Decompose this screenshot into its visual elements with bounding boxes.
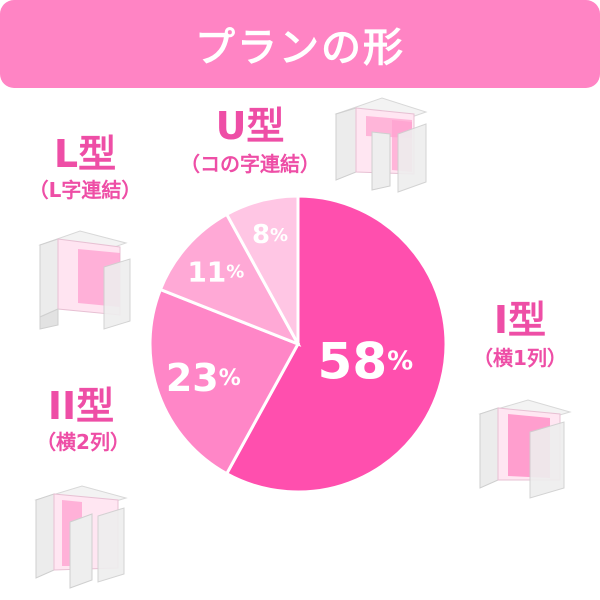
pie-slices <box>148 194 448 494</box>
pie-label-unit-1: % <box>387 346 413 376</box>
pie-label-4: 8% <box>252 220 288 250</box>
header-banner: プランの形 <box>0 0 600 88</box>
u-plan-subtitle: （コの字連結） <box>180 152 320 176</box>
pie-label-value-2: 23 <box>166 356 219 400</box>
pie-labels: 58%23%11%8% <box>166 220 413 400</box>
ii-plan-name: II型 <box>47 384 115 428</box>
pie-label-2: 23% <box>166 356 241 400</box>
pie-label-1: 58% <box>318 332 414 390</box>
l-plan-subtitle: （L字連結） <box>28 178 142 202</box>
pie-label-unit-3: % <box>226 261 244 282</box>
page-title: プランの形 <box>195 25 405 71</box>
l-shape-room-icon <box>38 230 131 330</box>
pie-label-3: 11% <box>187 255 244 288</box>
l-plan-name: L型 <box>53 132 117 176</box>
ii-plan-subtitle: （横2列） <box>36 430 130 454</box>
u-plan-name: U型 <box>215 104 285 148</box>
pie-label-value-3: 11 <box>187 255 226 288</box>
pie-slice-2 <box>148 287 301 476</box>
pie-slice-4 <box>224 194 300 345</box>
pie-label-unit-4: % <box>270 225 288 246</box>
pie-label-value-1: 58 <box>318 332 388 390</box>
i-plan-name: I型 <box>493 298 547 342</box>
i-shape-room-icon <box>478 399 572 499</box>
i-plan-subtitle: （横1列） <box>473 346 567 370</box>
pie-slice-3 <box>158 212 302 347</box>
pie-label-value-4: 8 <box>252 220 270 250</box>
u-shape-room-icon <box>334 97 428 193</box>
pie-label-unit-2: % <box>219 366 241 391</box>
ii-shape-room-icon <box>34 485 128 589</box>
pie-slice-1 <box>224 194 448 494</box>
